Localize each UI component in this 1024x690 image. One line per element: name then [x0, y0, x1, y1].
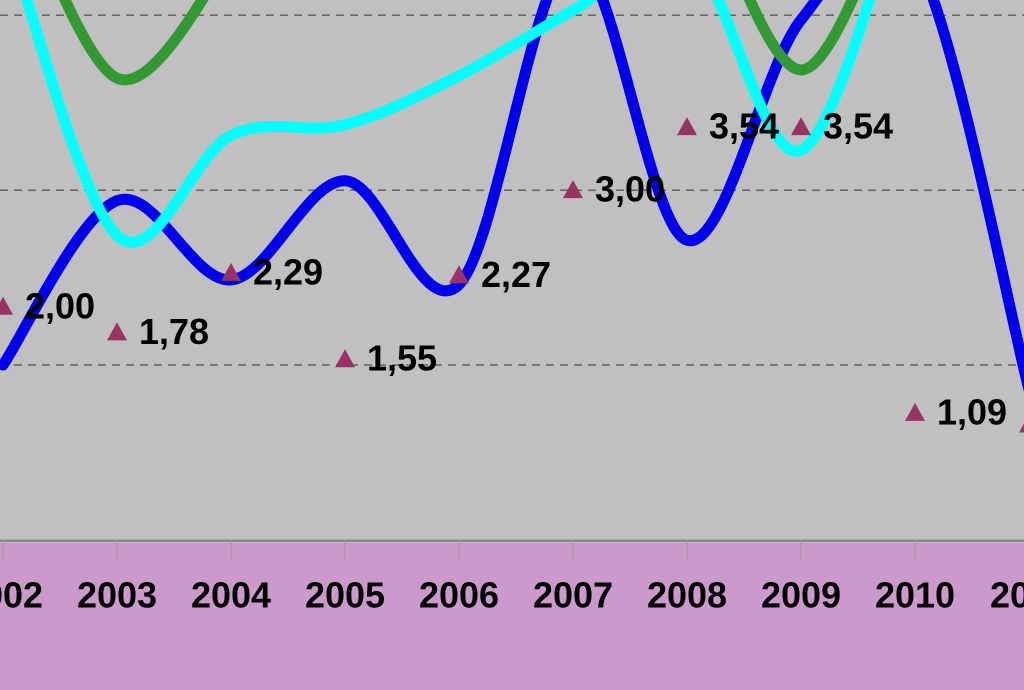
- marker: [1019, 423, 1024, 433]
- data-label: 2,00: [25, 285, 95, 326]
- data-label: 3,54: [709, 106, 779, 147]
- x-tick-label: 2006: [419, 575, 499, 616]
- data-label: 1,09: [937, 391, 1007, 432]
- marker: [449, 265, 469, 284]
- marker: [791, 117, 811, 136]
- marker: [107, 322, 127, 341]
- plot-area: [0, 0, 1024, 540]
- data-label: 3,54: [823, 106, 893, 147]
- line: [21, 0, 876, 248]
- x-tick-label: 2009: [761, 575, 841, 616]
- x-tick-label: 2002: [0, 575, 43, 616]
- axis-band: [0, 543, 1024, 690]
- line: [59, 0, 209, 86]
- x-tick-label: 2007: [533, 575, 613, 616]
- line: [743, 0, 859, 76]
- x-tick-label: 2005: [305, 575, 385, 616]
- data-label: 1,78: [139, 311, 209, 352]
- marker: [335, 349, 355, 368]
- data-label: 2,27: [481, 254, 551, 295]
- x-tick-label: 2008: [647, 575, 727, 616]
- x-tick-label: 2004: [191, 575, 271, 616]
- data-label: 3,00: [595, 169, 665, 210]
- marker: [0, 296, 13, 315]
- x-tick-label: 2011: [990, 575, 1024, 616]
- line: [0, 0, 1024, 392]
- x-tick-label: 2003: [77, 575, 157, 616]
- data-label: 2,29: [253, 251, 323, 292]
- marker: [563, 180, 583, 199]
- x-tick-label: 2010: [875, 575, 955, 616]
- marker: [221, 262, 241, 281]
- marker: [905, 402, 925, 421]
- data-label: 1,55: [367, 338, 437, 379]
- marker: [677, 117, 697, 136]
